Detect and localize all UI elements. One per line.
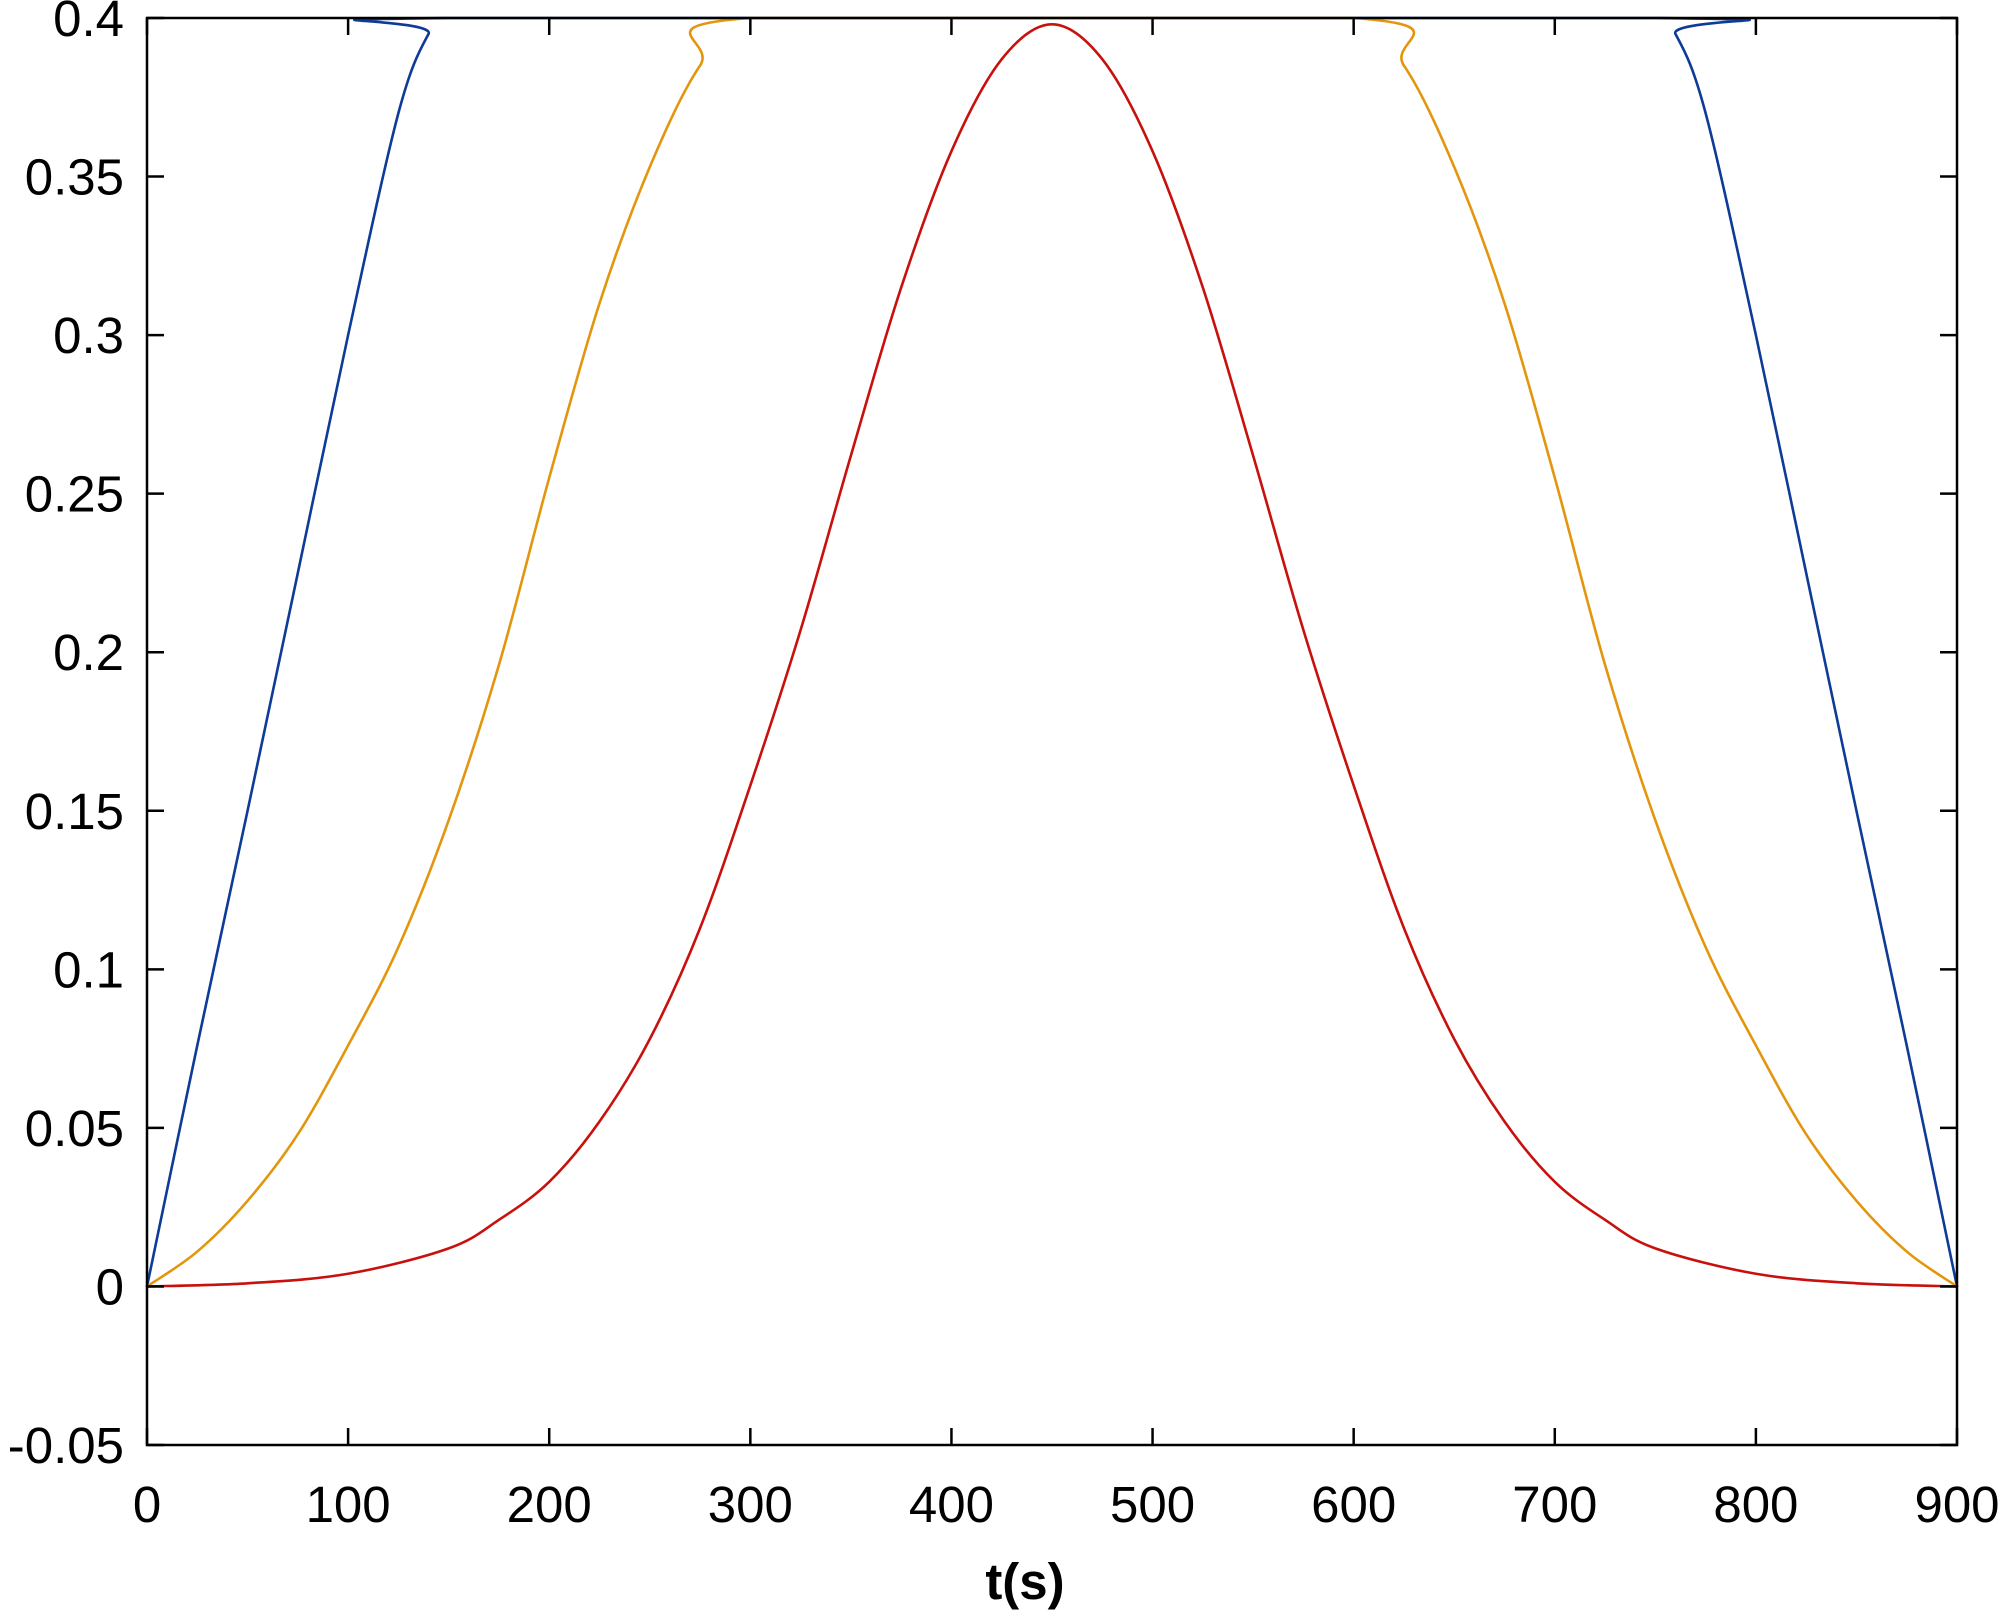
- y-tick-label-6: 0.25: [25, 466, 124, 523]
- x-axis-title: t(s): [985, 1553, 1064, 1610]
- x-tick-label-9: 900: [1914, 1476, 1999, 1533]
- y-tick-label-2: 0.05: [25, 1100, 124, 1157]
- y-tick-label-8: 0.35: [25, 149, 124, 206]
- x-tick-label-0: 0: [133, 1476, 161, 1533]
- series-line-2: [145, 16, 1959, 1288]
- tick-layer: [145, 16, 1959, 1447]
- x-tick-label-4: 400: [909, 1476, 994, 1533]
- x-tick-label-8: 800: [1713, 1476, 1798, 1533]
- y-tick-label-3: 0.1: [53, 941, 124, 998]
- x-tick-label-3: 300: [708, 1476, 793, 1533]
- plot-frame: [145, 16, 1959, 1447]
- y-tick-label-1: 0: [96, 1258, 124, 1315]
- x-tick-label-6: 600: [1311, 1476, 1396, 1533]
- series-layer: [145, 16, 1959, 1288]
- y-tick-label-9: 0.4: [53, 0, 124, 47]
- x-tick-label-7: 700: [1512, 1476, 1597, 1533]
- y-tick-label-7: 0.3: [53, 307, 124, 364]
- series-line-3: [145, 23, 1959, 1288]
- x-tick-label-5: 500: [1110, 1476, 1195, 1533]
- x-tick-labels: 0 100 200 300 400 500 600 700 800 900: [133, 1476, 2000, 1533]
- x-tick-label-2: 200: [507, 1476, 592, 1533]
- y-tick-label-0: -0.05: [8, 1417, 124, 1474]
- x-tick-label-1: 100: [306, 1476, 391, 1533]
- series-line-1: [145, 16, 1959, 1288]
- y-tick-label-4: 0.15: [25, 783, 124, 840]
- y-tick-labels: -0.05 0 0.05 0.1 0.15 0.2 0.25 0.3 0.35 0.4: [8, 0, 124, 1474]
- y-tick-label-5: 0.2: [53, 624, 124, 681]
